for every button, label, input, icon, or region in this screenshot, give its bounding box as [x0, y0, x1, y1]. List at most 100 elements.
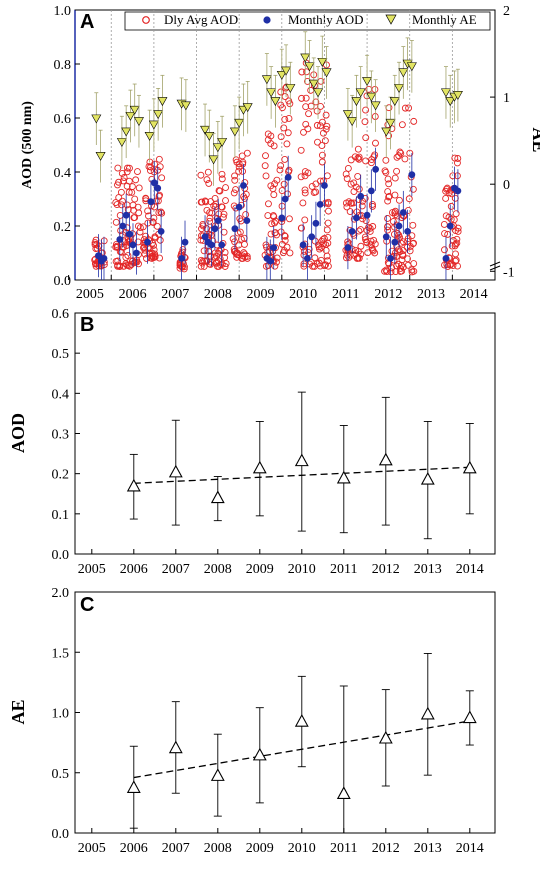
dly-avg-aod-point: [239, 167, 247, 175]
monthly-ae-point: [261, 75, 272, 85]
dly-avg-aod-point: [117, 188, 125, 196]
data-point: [210, 768, 225, 781]
dly-avg-aod-point: [347, 156, 355, 164]
dly-avg-aod-point: [323, 226, 331, 234]
monthly-ae-point: [445, 97, 456, 107]
dly-avg-aod-point: [199, 220, 207, 228]
dly-avg-aod-point: [347, 180, 355, 188]
monthly-aod-point: [382, 233, 390, 241]
data-point: [462, 710, 477, 724]
x-tick-label: 2006: [120, 841, 148, 856]
monthly-aod-point: [147, 198, 155, 206]
y-tick-label: 0.3: [52, 428, 70, 443]
monthly-aod-point: [201, 233, 209, 241]
dly-avg-aod-point: [218, 175, 226, 183]
panel-b-frame: [74, 312, 496, 555]
dly-avg-aod-point: [285, 114, 293, 122]
monthly-aod-point: [344, 244, 352, 252]
monthly-ae-point: [180, 101, 191, 111]
dly-avg-aod-point: [313, 260, 321, 268]
dly-avg-aod-point: [118, 170, 126, 177]
dly-avg-aod-point: [277, 162, 285, 170]
dly-avg-aod-point: [301, 172, 309, 180]
dly-avg-aod-point: [286, 249, 294, 257]
dly-avg-aod-point: [355, 155, 363, 163]
x-tick-label: 2013: [417, 287, 445, 302]
dly-avg-aod-point: [179, 246, 187, 253]
data-point: [168, 740, 183, 754]
monthly-aod-point: [129, 241, 137, 249]
dly-avg-aod-point: [395, 260, 403, 268]
monthly-ae-point: [91, 114, 102, 124]
dly-avg-aod-point: [302, 120, 310, 128]
x-tick-label: 2006: [120, 562, 148, 577]
monthly-ae-point: [317, 57, 328, 67]
dly-avg-aod-point: [317, 102, 324, 110]
monthly-aod-point: [157, 228, 165, 235]
legend-marker-monthly-ae: [385, 14, 397, 25]
dly-avg-aod-point: [365, 85, 373, 93]
x-tick-label: 2008: [204, 841, 232, 856]
dly-avg-aod-point: [126, 164, 133, 172]
dly-avg-aod-point: [281, 156, 289, 163]
monthly-ae-point: [125, 111, 136, 121]
x-tick-label: 2009: [246, 841, 274, 856]
dly-avg-aod-point: [116, 211, 124, 219]
monthly-aod-point: [353, 214, 360, 222]
dly-avg-aod-point: [346, 208, 354, 216]
dly-avg-aod-point: [317, 77, 325, 85]
monthly-aod-point: [243, 217, 251, 225]
monthly-ae-point: [116, 138, 127, 147]
dly-avg-aod-point: [321, 262, 328, 270]
monthly-aod-point: [266, 257, 274, 265]
y-tick-label: 0.2: [52, 468, 70, 483]
x-tick-label: 2014: [456, 562, 484, 577]
dly-avg-aod-point: [454, 155, 462, 162]
dly-avg-aod-point: [115, 194, 123, 201]
y-tick-label: 1.0: [52, 707, 70, 722]
dly-avg-aod-point: [215, 187, 223, 195]
monthly-aod-point: [299, 241, 307, 249]
x-tick-label: 2007: [162, 841, 190, 856]
dly-avg-aod-point: [220, 210, 228, 218]
dly-avg-aod-point: [343, 203, 351, 211]
dly-avg-aod-point: [298, 94, 305, 102]
dly-avg-aod-point: [369, 202, 377, 210]
monthly-aod-point: [404, 228, 411, 235]
dly-avg-aod-point: [239, 158, 247, 166]
dly-avg-aod-point: [206, 214, 214, 222]
dly-avg-aod-point: [311, 254, 319, 262]
monthly-ae-point: [276, 71, 287, 80]
dly-avg-aod-point: [279, 249, 287, 257]
y-tick-label: 0.2: [54, 220, 72, 235]
monthly-aod-point: [214, 217, 222, 225]
dly-avg-aod-point: [325, 207, 332, 215]
monthly-ae-point: [362, 77, 373, 87]
dly-avg-aod-point: [277, 228, 285, 236]
monthly-aod-point: [231, 225, 239, 233]
dly-avg-aod-point: [384, 175, 392, 183]
dly-avg-aod-point: [387, 268, 395, 276]
dly-avg-aod-point: [315, 243, 323, 251]
dly-avg-aod-point: [454, 262, 461, 270]
monthly-ae-point: [304, 62, 315, 72]
dly-avg-aod-point: [132, 176, 140, 184]
dly-avg-aod-point: [145, 163, 153, 170]
x-tick-label: 2008: [204, 287, 232, 302]
legend-label-monthly-ae: Monthly AE: [412, 12, 477, 27]
data-point: [336, 786, 351, 799]
monthly-aod-point: [181, 238, 189, 246]
dly-avg-aod-point: [91, 256, 99, 264]
dly-avg-aod-point: [406, 247, 414, 255]
monthly-aod-point: [454, 187, 462, 195]
dly-avg-aod-point: [322, 241, 330, 249]
dly-avg-aod-point: [405, 104, 413, 112]
dly-avg-aod-point: [229, 235, 237, 243]
monthly-ae-point: [308, 79, 319, 89]
dly-avg-aod-point: [357, 226, 365, 234]
panel-c-ylabel: AE: [8, 699, 28, 724]
dly-avg-aod-point: [371, 249, 379, 257]
y-tick-label: 0.6: [52, 307, 70, 322]
x-tick-label: 2010: [288, 562, 316, 577]
dly-avg-aod-point: [392, 268, 400, 276]
